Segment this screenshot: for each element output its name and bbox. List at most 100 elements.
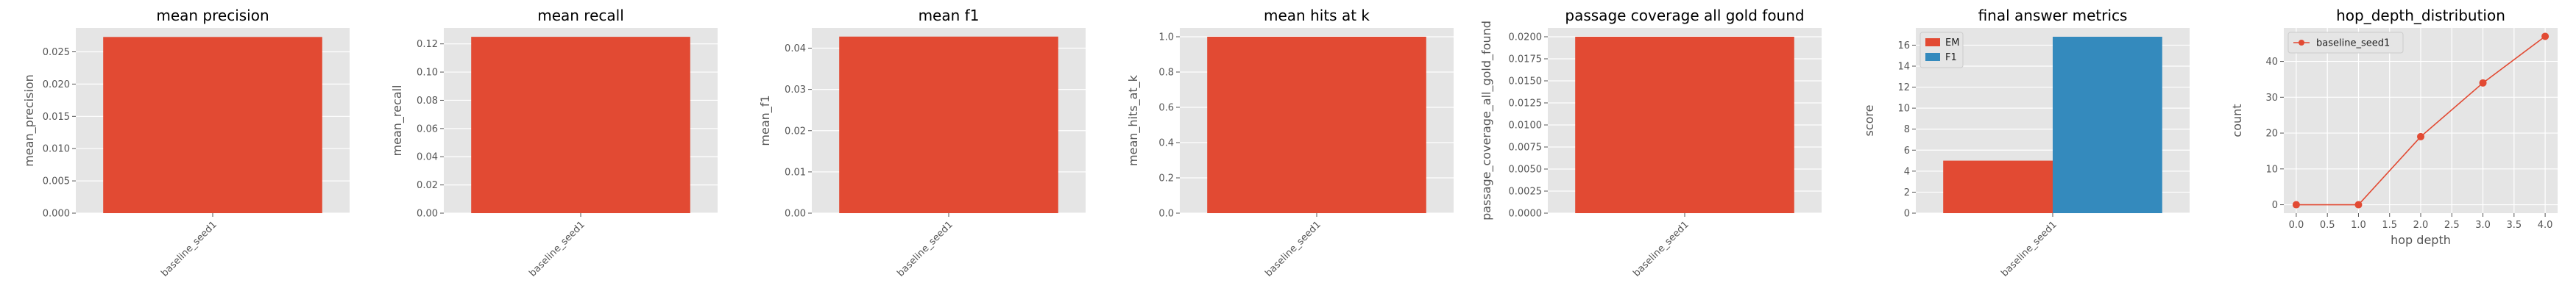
- y-tick-label: 0.8: [1158, 68, 1174, 79]
- y-tick-label: 0.0100: [1509, 121, 1543, 132]
- y-tick-label: 0.005: [43, 176, 70, 187]
- x-tick-label: baseline_seed1: [1999, 219, 2059, 279]
- chart-panel: 0.000 0.005 0.010 0.015 0.020 0.025 baseline_s…: [22, 7, 350, 279]
- data-point: [2417, 132, 2424, 140]
- y-tick-label: 0.04: [785, 43, 806, 54]
- y-tick-label: 0.02: [785, 126, 806, 137]
- x-tick-label: baseline_seed1: [159, 219, 219, 279]
- x-tick-label: 2.0: [2413, 220, 2429, 231]
- chart-title: hop_depth_distribution: [2336, 7, 2505, 24]
- y-axis-label: mean_hits_at_k: [1126, 74, 1141, 166]
- y-tick-label: 4: [1904, 166, 1910, 177]
- legend-swatch: [1925, 38, 1940, 46]
- x-tick-label: 1.0: [2351, 220, 2366, 231]
- legend-label: baseline_seed1: [2316, 38, 2390, 49]
- y-tick-label: 0.0200: [1509, 32, 1543, 43]
- y-tick-label: 0.4: [1158, 138, 1174, 149]
- y-tick-label: 0.0175: [1509, 54, 1543, 65]
- data-point: [2479, 79, 2487, 87]
- y-tick-label: 20: [2265, 129, 2278, 140]
- y-tick-label: 0: [2272, 200, 2278, 211]
- legend-label: EM: [1945, 37, 1959, 49]
- y-tick-label: 0.04: [417, 152, 438, 163]
- data-point: [2541, 32, 2550, 40]
- chart-panel: 0.0000 0.0025 0.0050 0.0075 0.0100 0.0125 0.01…: [1479, 7, 1822, 279]
- y-axis-label: count: [2230, 104, 2244, 137]
- y-tick-label: 0.08: [417, 96, 438, 107]
- y-tick-label: 2: [1904, 187, 1910, 198]
- legend: EM F1: [1919, 32, 1964, 68]
- x-tick-label: baseline_seed1: [1631, 219, 1691, 279]
- x-tick-label: 2.5: [2444, 220, 2460, 231]
- chart-panel: 0 10 20 30 40 0.0 0.5 1.0 1.5 2.0 2.5 3.0 3.5 4.0 hop …: [2230, 7, 2558, 247]
- y-tick-label: 1.0: [1158, 32, 1174, 43]
- y-tick-label: 0.06: [417, 123, 438, 135]
- y-tick-label: 0.0: [1158, 209, 1174, 220]
- y-tick-label: 0.01: [785, 167, 806, 178]
- x-tick-label: 1.5: [2382, 220, 2397, 231]
- legend-swatch: [1925, 53, 1940, 61]
- x-tick-label: 0.0: [2289, 220, 2304, 231]
- legend-frame: [2287, 32, 2404, 54]
- y-axis-label: score: [1862, 105, 1876, 137]
- y-tick-label: 6: [1904, 146, 1910, 157]
- data-point: [2354, 201, 2363, 209]
- chart-title: mean precision: [156, 7, 269, 24]
- chart-panel: 0.00 0.01 0.02 0.03 0.04 baseline_seed1 mean_f…: [758, 7, 1086, 279]
- chart-title: mean recall: [537, 7, 624, 24]
- x-tick-label: baseline_seed1: [1263, 219, 1323, 279]
- chart-panel: 0.00 0.02 0.04 0.06 0.08 0.10 0.12 baseline_see…: [390, 7, 718, 279]
- chart-title: final answer metrics: [1978, 7, 2128, 24]
- legend: baseline_seed1: [2287, 32, 2404, 54]
- x-tick-label: 0.5: [2320, 220, 2335, 231]
- y-tick-label: 0.0025: [1509, 187, 1543, 198]
- y-tick-label: 0.020: [43, 79, 70, 90]
- chart-title: passage coverage all gold found: [1565, 7, 1804, 24]
- y-tick-label: 0.000: [43, 209, 70, 220]
- y-tick-label: 0.2: [1158, 173, 1174, 184]
- x-tick-label: 3.5: [2506, 220, 2522, 231]
- x-tick-label: 3.0: [2475, 220, 2491, 231]
- y-tick-label: 0.6: [1158, 103, 1174, 114]
- y-axis-label: mean_recall: [390, 85, 405, 157]
- y-tick-label: 30: [2265, 93, 2278, 104]
- y-axis-label: mean_precision: [22, 74, 37, 167]
- data-point: [2292, 201, 2300, 209]
- y-tick-label: 0.010: [43, 144, 70, 155]
- chart-title: mean f1: [919, 7, 980, 24]
- chart-panel: 0.0 0.2 0.4 0.6 0.8 1.0 baseline_seed1 mean_hit…: [1126, 7, 1454, 279]
- y-tick-label: 10: [2265, 164, 2278, 175]
- bar: [1575, 37, 1794, 213]
- y-tick-label: 14: [1897, 62, 1910, 73]
- y-tick-label: 0.0125: [1509, 98, 1543, 110]
- bar: [2053, 37, 2162, 213]
- bar: [839, 36, 1058, 213]
- y-tick-label: 0.015: [43, 112, 70, 123]
- y-tick-label: 10: [1897, 104, 1910, 115]
- bar: [103, 37, 322, 214]
- y-tick-label: 40: [2265, 57, 2278, 68]
- y-tick-label: 0.0000: [1509, 209, 1543, 220]
- x-axis-label: hop depth: [2391, 233, 2451, 247]
- y-axis-label: mean_f1: [758, 95, 773, 146]
- y-tick-label: 0.0050: [1509, 165, 1543, 176]
- y-tick-label: 0.00: [417, 209, 438, 220]
- x-tick-label: baseline_seed1: [527, 219, 587, 279]
- y-tick-label: 0.025: [43, 47, 70, 58]
- y-tick-label: 0: [1904, 209, 1910, 220]
- chart-panel: 0 2 4 6 8 10 12 14 16 baseline_seed1 EM F1 score fina…: [1862, 7, 2190, 279]
- bar: [1207, 37, 1426, 213]
- y-tick-label: 8: [1904, 124, 1910, 135]
- y-tick-label: 0.02: [417, 180, 438, 191]
- y-tick-label: 12: [1897, 82, 1910, 93]
- legend-marker: [2299, 40, 2304, 46]
- bar: [471, 37, 690, 213]
- x-tick-label: baseline_seed1: [895, 219, 955, 279]
- y-axis-label: passage_coverage_all_gold_found: [1479, 21, 1494, 220]
- y-tick-label: 0.03: [785, 85, 806, 96]
- bar: [1943, 160, 2053, 213]
- y-tick-label: 0.12: [417, 39, 438, 50]
- chart-title: mean hits at k: [1264, 7, 1370, 24]
- y-tick-label: 0.0150: [1509, 76, 1543, 87]
